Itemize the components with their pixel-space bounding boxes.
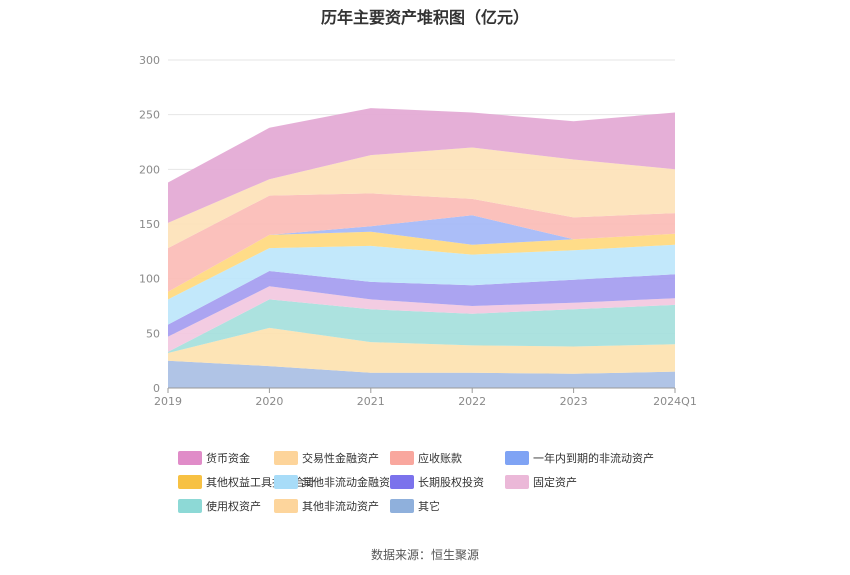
x-tick-label: 2024Q1 [653,395,697,408]
y-tick-label: 0 [153,382,160,395]
source-note: 数据来源：恒生聚源 [370,548,479,562]
legend-swatch [390,451,414,465]
area-series-0 [168,360,675,388]
area-series-6 [168,231,675,300]
x-tick-label: 2022 [458,395,486,408]
legend-item[interactable]: 长期股权投资 [390,475,484,489]
legend-swatch [274,499,298,513]
area-series-1 [168,327,675,374]
legend-label: 使用权资产 [206,499,261,513]
x-tick-label: 2020 [255,395,283,408]
x-tick-label: 2023 [560,395,588,408]
legend-label: 一年内到期的非流动资产 [533,451,654,465]
legend-swatch [274,475,298,489]
legend-swatch [178,499,202,513]
y-tick-label: 300 [139,54,160,67]
area-series-2 [168,299,675,353]
legend-item[interactable]: 一年内到期的非流动资产 [505,451,654,465]
legend-swatch [274,451,298,465]
legend-label: 固定资产 [533,475,577,489]
x-tick-label: 2019 [154,395,182,408]
legend-label: 长期股权投资 [418,475,484,489]
legend-label: 其它 [418,499,440,513]
legend-label: 其他权益工具投资合计 [206,475,316,489]
y-tick-label: 200 [139,163,160,176]
legend: 货币资金 交易性金融资产 应收账款 一年内到期的非流动资产其他权益工具投资合计其他非流… [178,451,654,513]
chart-title: 历年主要资产堆积图（亿元） [320,8,529,27]
legend-swatch [505,451,529,465]
legend-label: 应收账款 [418,451,462,465]
legend-item[interactable]: 其他非流动资产 [274,499,379,513]
x-tick-label: 2021 [357,395,385,408]
legend-swatch [390,475,414,489]
legend-swatch [178,451,202,465]
axes: 0 50 100 150 200 250 300 2019 2020 2021 2022 2023 20… [139,54,697,408]
y-tick-label: 250 [139,109,160,122]
legend-label: 货币资金 [206,451,250,465]
legend-item[interactable]: 其他非流动金融资产 [274,475,401,489]
area-series-8 [168,193,675,292]
area-series-4 [168,271,675,337]
legend-swatch [178,475,202,489]
area-series-5 [168,244,675,325]
legend-item[interactable]: 货币资金 [178,451,250,465]
legend-label: 其他非流动资产 [302,499,379,513]
y-tick-label: 50 [146,327,160,340]
legend-label: 交易性金融资产 [302,451,379,465]
area-series [168,108,675,388]
legend-swatch [390,499,414,513]
area-series-7 [168,215,675,292]
legend-item[interactable]: 应收账款 [390,451,462,465]
area-series-9 [168,147,675,249]
legend-item[interactable]: 其它 [390,499,440,513]
legend-item[interactable]: 固定资产 [505,475,577,489]
legend-label: 其他非流动金融资产 [302,475,401,489]
legend-item[interactable]: 交易性金融资产 [274,451,379,465]
legend-item[interactable]: 使用权资产 [178,499,261,513]
y-tick-label: 100 [139,273,160,286]
legend-swatch [505,475,529,489]
area-series-10 [168,108,675,223]
y-tick-label: 150 [139,218,160,231]
